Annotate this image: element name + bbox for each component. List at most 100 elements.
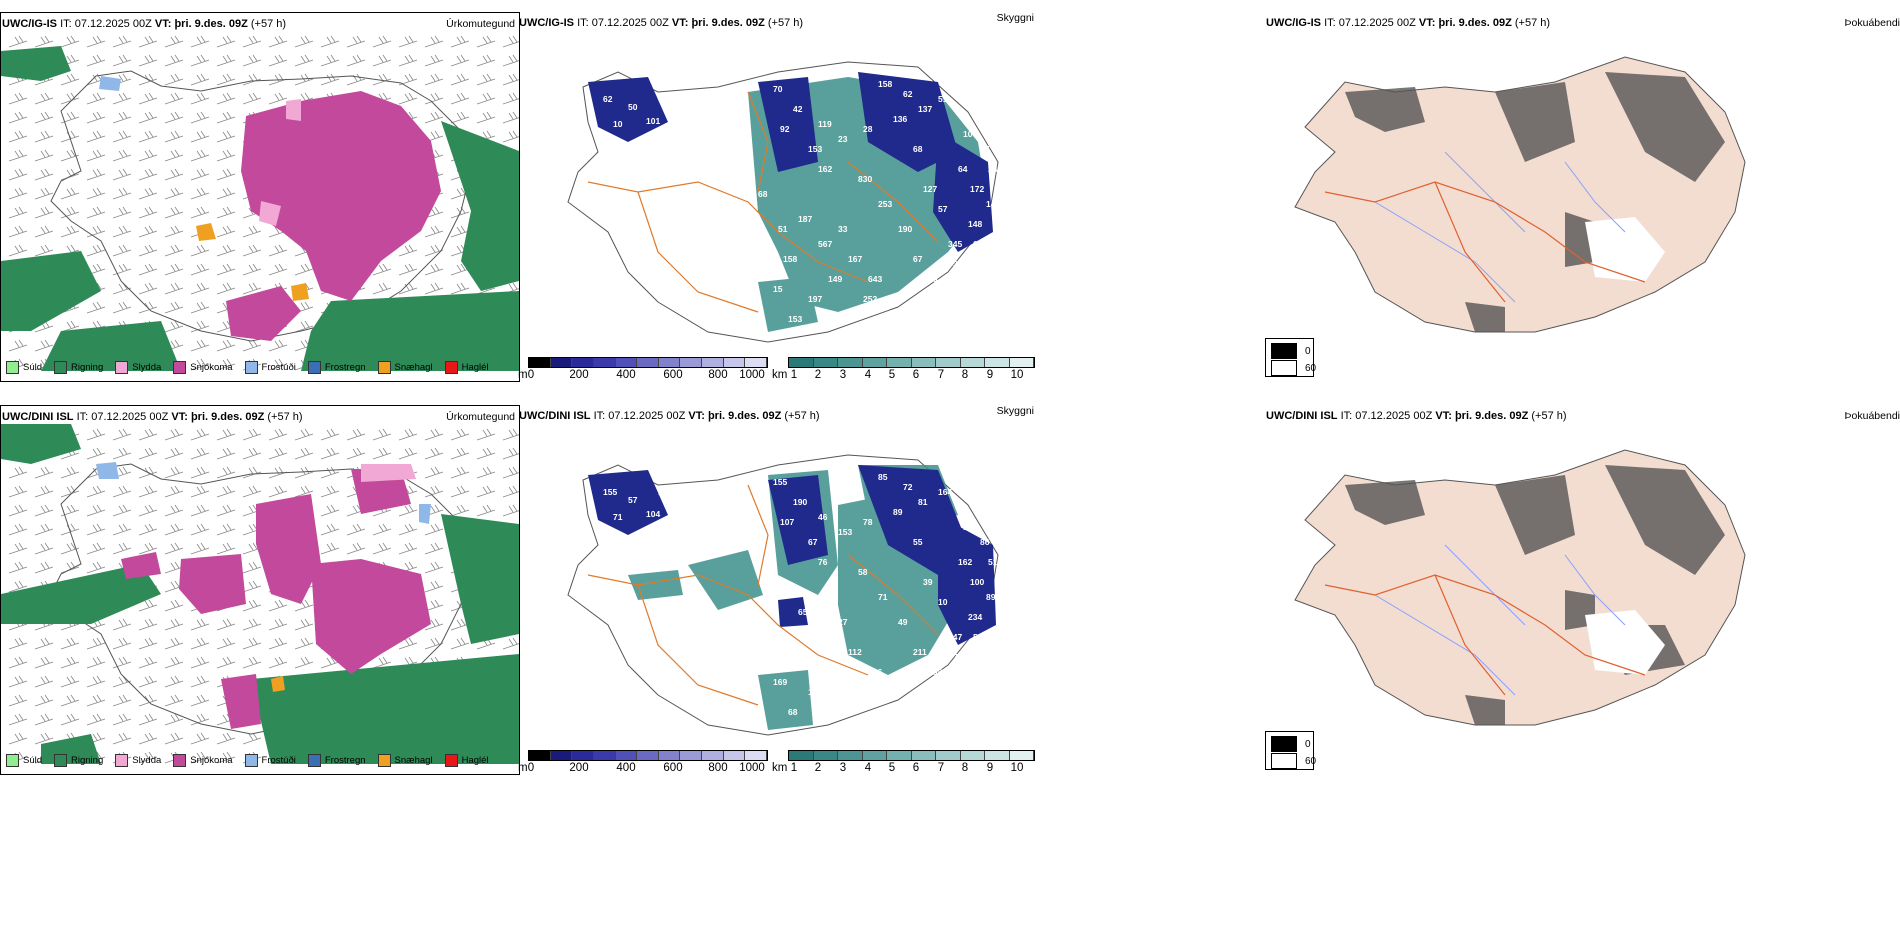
colorbar-segment [985, 751, 1010, 760]
wind-barb [138, 187, 158, 200]
wind-barb [294, 35, 314, 48]
wind-barb [190, 244, 210, 257]
legend-swatch [444, 361, 458, 374]
wind-barb [216, 130, 236, 143]
wind-barb [398, 282, 418, 295]
colorbar-segment [789, 358, 814, 367]
snow-area [226, 91, 441, 341]
wind-barb [34, 225, 54, 238]
wind-barb [320, 485, 340, 498]
wind-barb [86, 504, 106, 517]
wind-barb [34, 542, 54, 555]
wind-barb [138, 149, 158, 162]
wind-barb [320, 504, 340, 517]
wind-barb [190, 130, 210, 143]
wind-barb [242, 599, 262, 612]
wind-barb [190, 206, 210, 219]
wind-barb [242, 92, 262, 105]
fog-panel-right-title: Þokuábendi [1844, 17, 1900, 29]
height-tick: 600 [663, 369, 683, 381]
wind-barb [8, 637, 28, 650]
wind-barb [138, 244, 158, 257]
wind-barb [190, 504, 210, 517]
cloudbase-label: 57 [938, 204, 948, 214]
cloudbase-label: 164 [938, 487, 952, 497]
wind-barb [164, 92, 184, 105]
wind-barb [398, 244, 418, 257]
wind-barb [424, 282, 444, 295]
colorbar-segment [862, 358, 887, 367]
visibility-colorbar-strip [788, 357, 1035, 368]
freezing-drizzle-area [99, 76, 121, 91]
cloudbase-label: 62 [603, 94, 613, 104]
wind-barb [86, 111, 106, 124]
wind-barb [112, 732, 132, 745]
wind-barb [242, 580, 262, 593]
cloudbase-label: 567 [818, 239, 832, 249]
visibility-tick: 4 [864, 369, 872, 381]
road-network [1324, 574, 1646, 696]
wind-barb [242, 561, 262, 574]
colorbar-segment [680, 358, 703, 367]
wind-barb [320, 447, 340, 460]
wind-barb [424, 73, 444, 86]
wind-barb [398, 504, 418, 517]
colorbar-segment [637, 751, 659, 760]
cloudbase-label: 243 [988, 164, 1002, 174]
wind-barb [60, 206, 80, 219]
wind-barb [372, 35, 392, 48]
colorbar-segment [960, 751, 985, 760]
wind-barb [138, 504, 158, 517]
wind-barb [34, 149, 54, 162]
legend-swatch [173, 361, 187, 374]
cloudbase-label: 104 [646, 509, 660, 519]
cloudbase-label: 68 [758, 189, 768, 199]
wind-barb [112, 92, 132, 105]
colorbar-segment [1009, 751, 1034, 760]
cloudbase-label: 169 [773, 677, 787, 687]
wind-barb [190, 358, 210, 371]
cloud-panel-right-title: Skyggni [996, 405, 1034, 417]
wind-barb [190, 732, 210, 745]
legend-swatch [54, 361, 68, 374]
colorbar-segment [723, 751, 746, 760]
wind-barb [138, 263, 158, 276]
wind-barb [190, 428, 210, 441]
precip-map [1, 424, 519, 764]
wind-barb [138, 599, 158, 612]
precip-panel-1: UWC/IG-IS IT: 07.12.2025 00Z VT: þri. 9.… [0, 12, 520, 382]
cloudbase-label: 68 [788, 707, 798, 717]
cloudbase-label: 345 [948, 239, 962, 249]
cloudbase-label: 67 [913, 254, 923, 264]
wind-barb [112, 187, 132, 200]
wind-barb [372, 428, 392, 441]
wind-barb [424, 466, 444, 479]
wind-barb [112, 523, 132, 536]
wind-barb [242, 282, 262, 295]
cloudbase-label: 10 [938, 597, 948, 607]
legend-label: Snæhagl [394, 362, 433, 373]
visibility-tick: 3 [839, 369, 847, 381]
wind-barb [164, 694, 184, 707]
wind-barb [320, 466, 340, 479]
legend-label: Frostúði [261, 755, 296, 766]
legend-swatch [377, 361, 391, 374]
colorbar-segment [658, 358, 681, 367]
wind-barb [164, 466, 184, 479]
cloudbase-label: 252 [863, 294, 877, 304]
cloudbase-label: 148 [968, 219, 982, 229]
legend-item: Haglél [444, 361, 489, 374]
wind-barb [86, 637, 106, 650]
wind-barb [8, 485, 28, 498]
wind-barb [216, 732, 236, 745]
legend-swatch [6, 361, 19, 374]
cloudbase-label: 100 [970, 577, 984, 587]
visibility-tick: 9 [986, 369, 994, 381]
height-tick: 1000 [739, 762, 765, 774]
legend-item: Snjókoma [173, 361, 233, 374]
fog-legend-row: 60 [1271, 753, 1316, 769]
cloudbase-label: 92 [780, 124, 790, 134]
wind-barb [164, 732, 184, 745]
cloud-panel-2: UWC/DINI ISL IT: 07.12.2025 00Z VT: þri.… [518, 405, 1038, 774]
wind-barb [216, 35, 236, 48]
